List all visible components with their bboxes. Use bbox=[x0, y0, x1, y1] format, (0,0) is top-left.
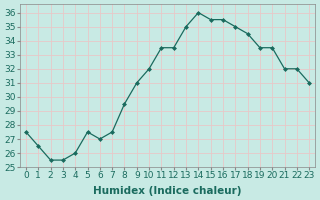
X-axis label: Humidex (Indice chaleur): Humidex (Indice chaleur) bbox=[93, 186, 242, 196]
